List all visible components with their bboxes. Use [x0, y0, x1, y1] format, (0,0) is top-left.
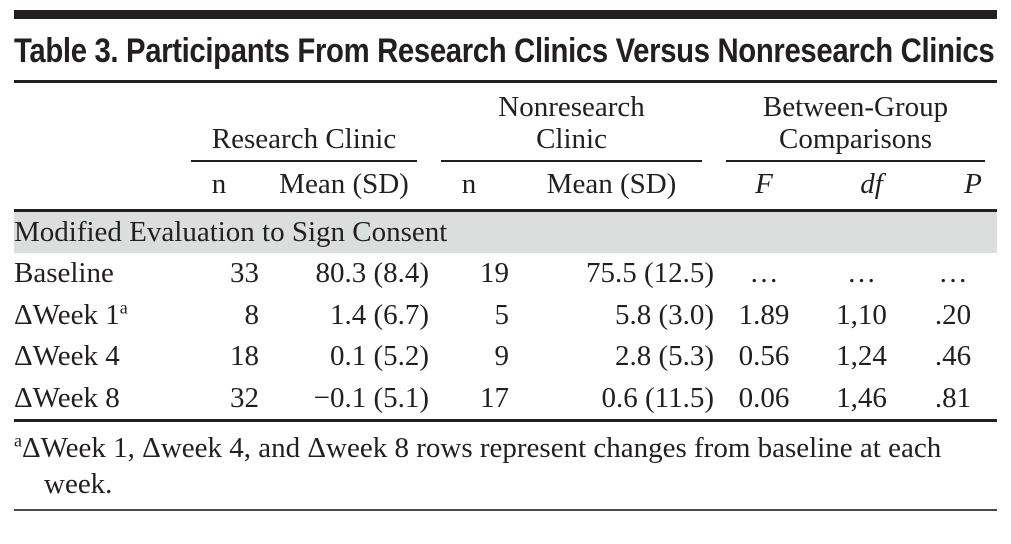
between-group-rule: Between-Group Comparisons	[726, 90, 986, 162]
table-row: Baseline 33 80.3 (8.4) 19 75.5 (12.5) … …	[14, 253, 997, 294]
subheader-row: n Mean (SD) n Mean (SD) F df P	[14, 162, 997, 210]
bottom-rule	[14, 509, 997, 512]
corner-spacer	[14, 85, 179, 162]
cell-mean-research: 1.4 (6.7)	[329, 298, 430, 331]
footnote-ref: a	[119, 296, 128, 317]
group-header-nonresearch-clinic: Nonresearch Clinic	[429, 85, 714, 162]
cell-f: 1.89	[738, 298, 790, 331]
row-label: ΔWeek 1a	[14, 296, 128, 331]
table-sheet: Table 3. Participants From Research Clin…	[14, 10, 998, 512]
row-label: ΔWeek 4	[14, 340, 120, 373]
cell-n-research: 8	[244, 298, 260, 331]
cell-n-nonresearch: 5	[494, 298, 510, 331]
cell-p: .46	[934, 340, 972, 373]
group-label: Research Clinic	[211, 123, 397, 156]
table-row: ΔWeek 1a 8 1.4 (6.7) 5 5.8 (3.0) 1.89 1,…	[14, 295, 997, 336]
footnote-marker: a	[14, 430, 22, 451]
cell-mean-research: 0.1 (5.2)	[329, 340, 430, 373]
cell-n-research: 18	[230, 340, 259, 373]
top-rule	[14, 10, 997, 19]
cell-mean-nonresearch: 75.5 (12.5)	[585, 257, 715, 290]
cell-n-nonresearch: 19	[480, 257, 510, 290]
table-footnote: aΔWeek 1, Δweek 4, and Δweek 8 rows repr…	[14, 430, 997, 503]
col-header-n-research: n	[211, 167, 227, 200]
cell-mean-research: −0.1 (5.1)	[313, 381, 430, 414]
cell-p: .20	[934, 298, 972, 331]
table-row: ΔWeek 8 32 −0.1 (5.1) 17 0.6 (11.5) 0.06…	[14, 378, 997, 421]
corner-spacer	[14, 162, 179, 210]
cell-p: …	[938, 257, 968, 290]
cell-mean-nonresearch: 0.6 (11.5)	[601, 381, 715, 414]
cell-mean-nonresearch: 5.8 (3.0)	[614, 298, 715, 331]
col-header-df: df	[860, 167, 883, 200]
stats-table: Research Clinic Nonresearch Clinic Betwe…	[14, 85, 998, 422]
nonresearch-clinic-rule: Nonresearch Clinic	[441, 90, 703, 162]
cell-n-research: 33	[230, 257, 259, 290]
col-header-f: F	[755, 167, 773, 200]
title-rule	[14, 79, 997, 83]
group-header-between-group-comparisons: Between-Group Comparisons	[714, 85, 997, 162]
group-label: Between-Group Comparisons	[762, 90, 949, 156]
cell-f: 0.06	[738, 381, 790, 414]
col-header-n-nonresearch: n	[461, 167, 477, 200]
cell-mean-research: 80.3 (8.4)	[315, 257, 430, 290]
section-header-row: Modified Evaluation to Sign Consent	[14, 208, 998, 254]
row-label: Baseline	[14, 257, 114, 290]
table-title: Table 3. Participants From Research Clin…	[14, 32, 995, 70]
cell-p: .81	[934, 381, 972, 414]
cell-mean-nonresearch: 2.8 (5.3)	[614, 340, 715, 373]
cell-f: …	[749, 257, 779, 290]
row-label: ΔWeek 8	[14, 381, 120, 414]
footnote-text: ΔWeek 1, Δweek 4, and Δweek 8 rows repre…	[21, 431, 942, 501]
cell-f: 0.56	[738, 340, 790, 373]
section-header-label: Modified Evaluation to Sign Consent	[14, 208, 998, 254]
col-header-p: P	[964, 167, 982, 200]
table-row: ΔWeek 4 18 0.1 (5.2) 9 2.8 (5.3) 0.56 1,…	[14, 336, 997, 377]
group-label: Nonresearch Clinic	[498, 90, 645, 156]
cell-df: 1,10	[836, 298, 887, 331]
group-header-research-clinic: Research Clinic	[179, 85, 429, 162]
cell-n-nonresearch: 9	[494, 340, 510, 373]
col-header-mean-research: Mean (SD)	[279, 167, 409, 200]
research-clinic-rule: Research Clinic	[191, 123, 418, 162]
cell-df: 1,24	[836, 340, 887, 373]
cell-n-nonresearch: 17	[480, 381, 510, 414]
cell-df: 1,46	[836, 381, 887, 414]
cell-n-research: 32	[230, 381, 259, 414]
cell-df: …	[847, 257, 877, 290]
spanner-row: Research Clinic Nonresearch Clinic Betwe…	[14, 85, 997, 162]
col-header-mean-nonresearch: Mean (SD)	[546, 167, 677, 200]
